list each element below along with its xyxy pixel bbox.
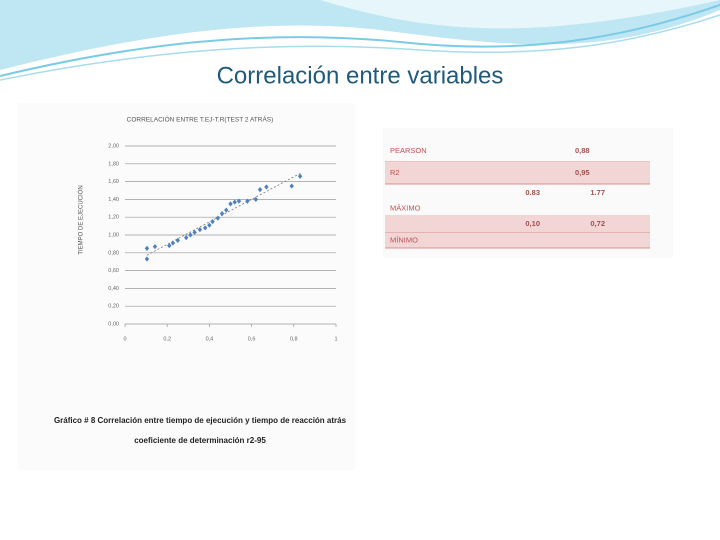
point [253,196,259,202]
y-tick-label: 0,20 [108,304,119,310]
point [144,245,150,251]
point [175,237,180,243]
y-tick-label: 1,80 [108,161,119,167]
point [245,198,250,204]
x-tick-label: 0,6 [248,336,256,342]
y-axis-label: TIEMPO DE EJECUCIÓN [78,185,85,254]
table-cell: MÍNIMO [390,235,418,244]
x-tick-label: 1 [334,336,337,342]
slide-title: Correlación entre variables [217,62,504,89]
header-waves [0,0,720,81]
point [144,256,150,262]
point [257,187,263,193]
y-tick-label: 1,40 [108,197,119,203]
point [210,219,215,225]
y-tick-label: 0,40 [108,286,119,292]
point [152,243,158,250]
point [232,199,237,205]
point [167,243,172,249]
point [197,227,203,233]
point [219,211,225,217]
table-row-bg [385,233,650,248]
wave-line [0,14,720,81]
point [207,222,212,228]
wave-line [0,4,720,77]
x-tick-label: 0,4 [206,336,214,342]
table-cell: 0,10 [525,219,540,228]
point [297,173,303,179]
table-row-bg [385,215,650,233]
table-cell: 0,88 [575,146,590,155]
table-cell: 0,95 [575,168,590,177]
table-cell: 0,72 [590,219,605,228]
caption: coeficiente de determinación r2-95 [134,436,266,445]
table-row-bg [385,162,650,184]
point [202,225,208,231]
table-cell: 0.83 [525,188,540,197]
x-tick-label: 0 [123,336,126,342]
y-tick-label: 0,60 [108,268,119,274]
point [264,184,269,190]
point [192,229,197,235]
point [188,232,193,238]
caption: Gráfico # 8 Correlación entre tiempo de … [54,416,347,425]
table: PEARSON 0,88 R2 0,95 0.83 1.77 MÁXIMO 0,10 0,72 M… [385,146,650,249]
y-tick-label: 2,00 [108,143,119,149]
point [224,207,229,213]
y-tick-label: 1,60 [108,179,119,185]
point [183,235,189,241]
point [215,215,221,221]
y-tick-label: 1,00 [108,232,119,238]
table-cell: PEARSON [390,146,427,155]
chart-image [18,103,355,470]
y-tick-label: 1,20 [108,215,119,221]
y-tick-label: 0,00 [108,321,119,327]
y-tick-label: 0,80 [108,250,119,256]
table-cell: 1.77 [590,188,605,197]
x-tick-label: 0,8 [290,336,298,342]
table-cell: MÁXIMO [390,203,421,212]
point [228,201,233,207]
table-cell: R2 [390,168,400,177]
point [170,240,176,246]
chart-title: CORRELACIÓN ENTRE T.EJ-T.R(TEST 2 ATRÁS) [127,115,274,124]
x-tick-label: 0,2 [163,336,171,342]
point [236,198,242,204]
wave [320,0,720,29]
point [289,183,294,189]
